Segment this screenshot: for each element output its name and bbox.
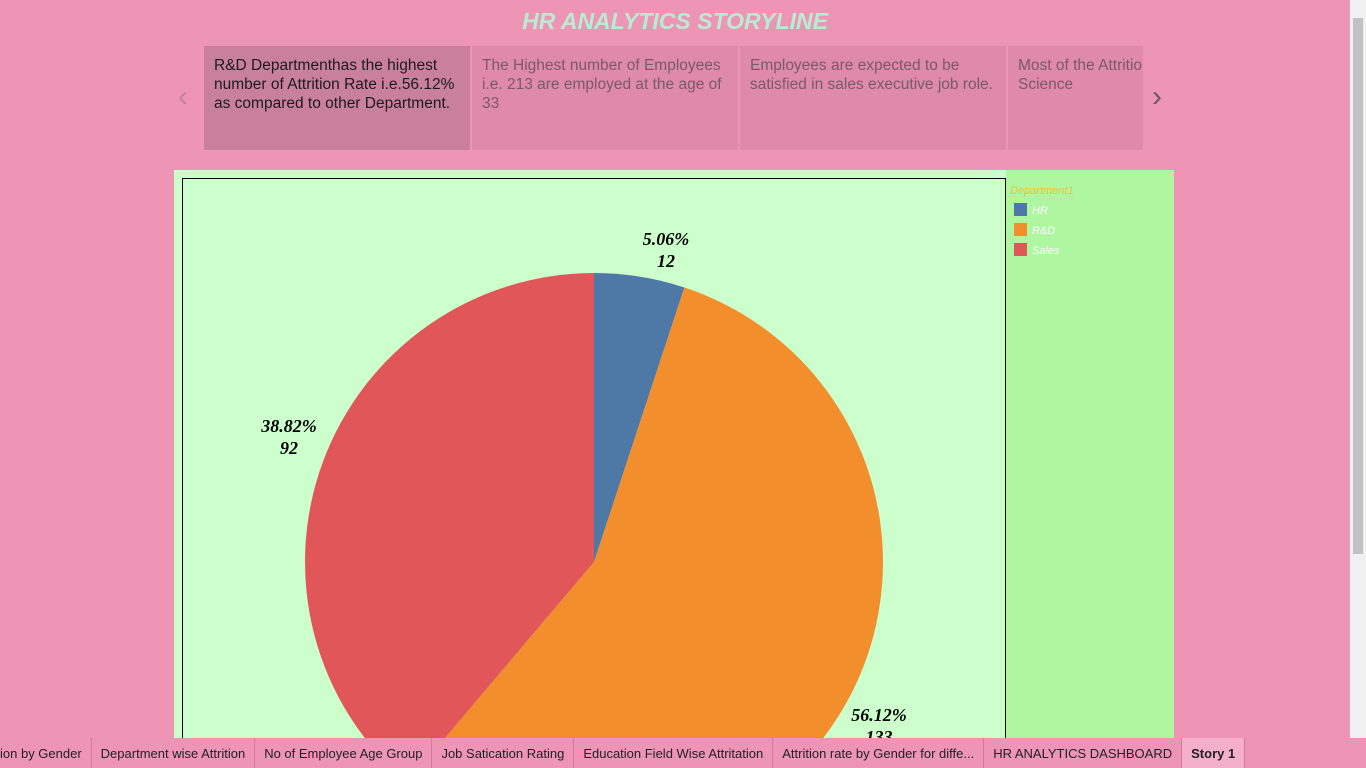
story-title: HR ANALYTICS STORYLINE — [522, 8, 828, 34]
scroll-thumb[interactable] — [1353, 18, 1363, 554]
next-arrow[interactable]: › — [1152, 80, 1162, 113]
legend-swatch — [1014, 203, 1027, 216]
tab[interactable]: ion by Gender — [0, 738, 92, 768]
tab[interactable]: Education Field Wise Attritation — [574, 738, 774, 768]
share-label: 56.12% — [851, 705, 907, 725]
tab[interactable]: Department wise Attrition — [92, 738, 256, 768]
story-point[interactable]: R&D Departmenthas the highest number of … — [204, 46, 470, 150]
tab[interactable]: Story 1 — [1182, 738, 1246, 768]
share-label: 38.82% — [260, 416, 317, 436]
tab[interactable]: No of Employee Age Group — [255, 738, 433, 768]
tab[interactable]: HR ANALYTICS DASHBOARD — [984, 738, 1183, 768]
story-point[interactable]: Most of the Attrition field of Life Scie… — [1008, 46, 1143, 150]
legend-swatch — [1014, 243, 1027, 256]
legend-label: Sales — [1032, 245, 1060, 257]
tab[interactable]: Job Satication Rating — [432, 738, 575, 768]
legend-title: Department1 — [1010, 185, 1074, 197]
story-points: R&D Departmenthas the highest number of … — [204, 46, 1143, 150]
value-label: 92 — [280, 438, 298, 458]
story-point[interactable]: Employees are expected to be satisfied i… — [740, 46, 1006, 150]
story-point[interactable]: The Highest number of Employees i.e. 213… — [472, 46, 738, 150]
prev-arrow[interactable]: ‹ — [178, 80, 188, 113]
pie-slice — [305, 273, 594, 738]
value-label: 133 — [866, 727, 893, 738]
pie-slice — [594, 273, 685, 562]
scrollbar[interactable] — [1350, 0, 1366, 738]
legend-bg — [1006, 170, 1174, 738]
chart: Department1 5.06%12 HR 56.12% 133 R&D 38.82%9… — [174, 170, 1174, 738]
pie-slice — [444, 287, 883, 738]
share-label: 5.06% — [643, 229, 690, 249]
legend-label: R&D — [1032, 225, 1055, 237]
legend-swatch — [1014, 223, 1027, 236]
tab[interactable]: Attrition rate by Gender for diffe... — [773, 738, 985, 768]
value-label: 12 — [657, 251, 675, 271]
legend-label: HR — [1032, 205, 1048, 217]
plot-border — [182, 178, 1006, 738]
tab-bar: ion by Gender Department wise Attrition No… — [0, 738, 1366, 768]
